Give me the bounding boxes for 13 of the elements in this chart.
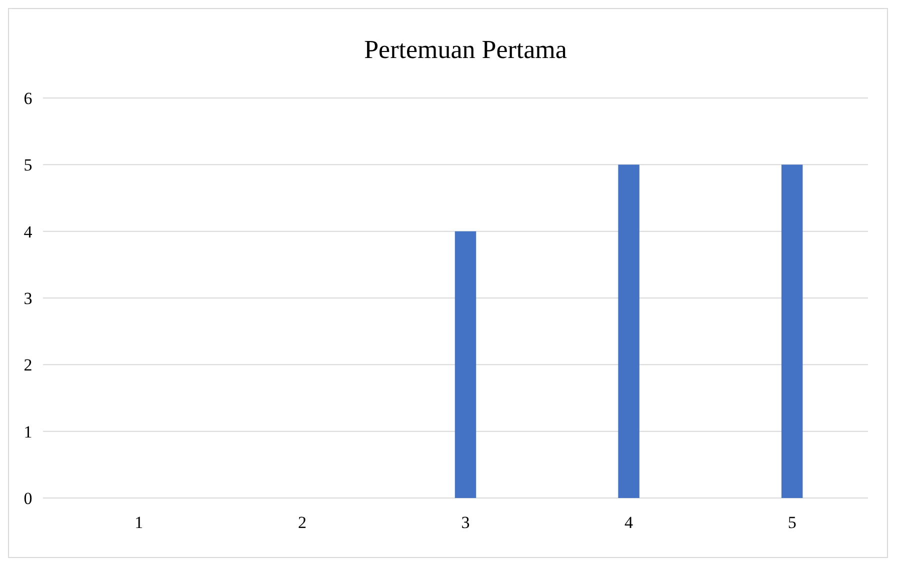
y-tick-label: 3 <box>24 288 32 308</box>
x-tick-label: 2 <box>298 513 306 532</box>
chart-title: Pertemuan Pertama <box>364 35 568 64</box>
y-tick-label: 2 <box>24 356 32 375</box>
y-tick-label: 4 <box>24 222 33 242</box>
y-tick-label: 0 <box>24 488 32 508</box>
y-tick-label: 5 <box>24 156 32 175</box>
y-tick-label: 6 <box>24 88 32 108</box>
y-tick-label: 1 <box>24 422 32 442</box>
x-tick-label: 3 <box>461 513 470 532</box>
x-tick-label: 4 <box>624 513 634 532</box>
x-tick-label: 5 <box>788 513 796 532</box>
x-tick-label: 1 <box>134 513 144 532</box>
